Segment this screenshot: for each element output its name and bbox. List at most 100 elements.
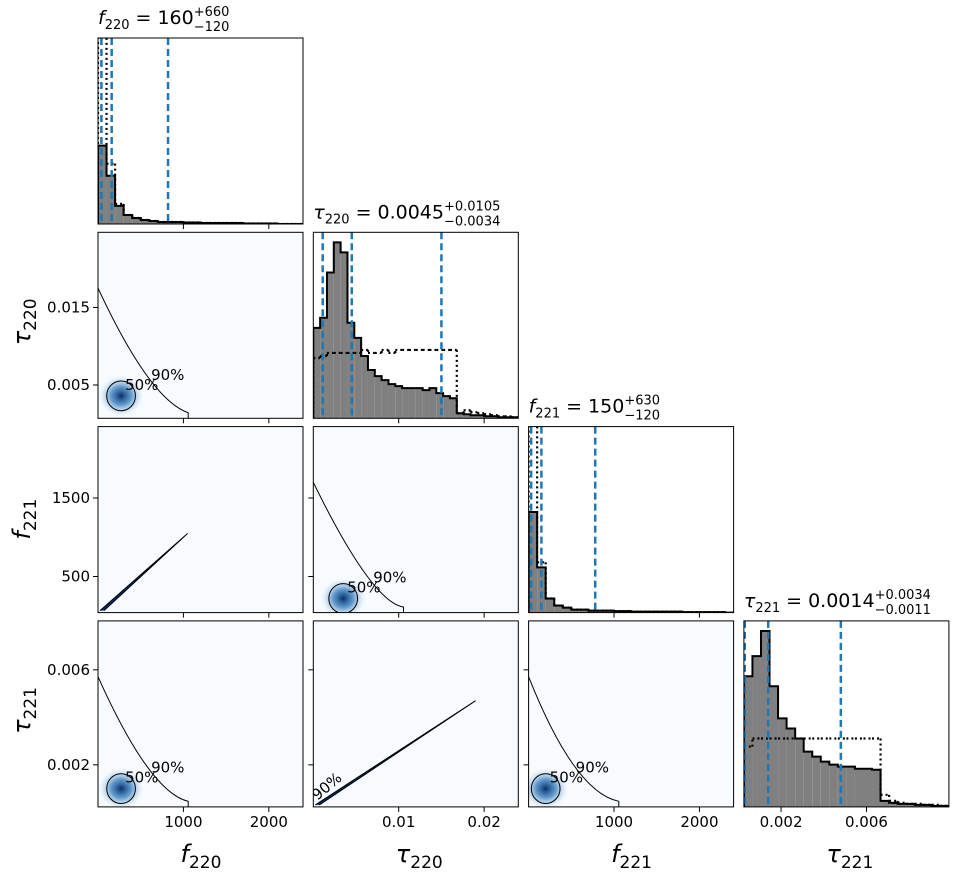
hist-bar	[402, 388, 409, 419]
title-subscript: 221	[755, 601, 780, 616]
hist-bar	[571, 609, 580, 613]
x-tick-label: 0.01	[382, 813, 415, 831]
density-mode	[528, 768, 569, 807]
title-plus: +0.0105	[444, 199, 500, 214]
title-symbol: f	[529, 396, 539, 418]
hist-bar	[374, 376, 382, 419]
contour-label: 90%	[576, 759, 609, 777]
hist-bar	[897, 803, 907, 807]
hist-bar	[313, 327, 321, 419]
axis-symbol: τ	[396, 840, 411, 868]
hist-bar	[829, 764, 838, 807]
hist-bar	[760, 630, 770, 807]
title-minus: −0.0011	[875, 603, 931, 618]
axis-subscript: 220	[410, 853, 442, 873]
contour-50	[106, 773, 136, 804]
hist-bar	[537, 567, 546, 613]
contour-label: 50%	[347, 578, 380, 596]
panel-frame	[312, 620, 519, 808]
hist-bar	[906, 803, 915, 807]
density-panel: 50%90%	[98, 232, 303, 419]
contour-label: 90%	[151, 759, 184, 777]
axis-symbol: τ	[826, 840, 841, 868]
hist-bar	[115, 205, 124, 224]
x-tick-label: 1000	[595, 813, 633, 831]
density-panel: 50%90%	[313, 426, 519, 613]
hist-outline	[528, 511, 734, 613]
hist-outline	[98, 144, 303, 224]
panel-frame	[743, 620, 950, 808]
hist-bar	[484, 416, 491, 419]
prior-outline	[98, 38, 279, 224]
hist-bar	[415, 388, 423, 419]
y-axis-label: f221	[8, 499, 41, 540]
density-panel: 50%90%	[528, 620, 734, 807]
hist-bar	[889, 802, 898, 807]
title-subscript: 221	[535, 407, 560, 422]
hist-bar	[157, 221, 167, 224]
title-minus: −120	[194, 20, 230, 35]
title-symbol: τ	[313, 201, 325, 223]
y-tick-label: 1500	[52, 489, 90, 507]
contour-label: 90%	[373, 568, 406, 586]
correlation-line	[99, 532, 189, 611]
axis-subscript: 221	[21, 687, 41, 719]
title-equals: =	[566, 396, 582, 418]
hist-bar	[106, 175, 116, 224]
panel-frame	[97, 426, 304, 614]
panel-frame	[528, 426, 735, 614]
title-equals: =	[786, 590, 802, 612]
contour-50	[106, 380, 136, 412]
hist-bar	[463, 414, 471, 419]
title-minus: −120	[624, 409, 660, 424]
x-axis-label: f220	[181, 840, 222, 873]
contour-label: 90%	[151, 366, 184, 384]
hist-outline	[313, 241, 519, 419]
axis-subscript: 220	[189, 853, 221, 873]
hist-bar	[880, 800, 890, 807]
hist-bar	[596, 610, 606, 613]
title-subscript: 220	[105, 18, 130, 33]
contour-label: 50%	[550, 769, 583, 787]
title-symbol: f	[98, 7, 108, 29]
title-plus: +0.0034	[875, 588, 931, 603]
panel-title: τ220 = 0.0045+0.0105 −0.0034	[313, 199, 500, 229]
hist-bar	[605, 610, 615, 613]
density-mode	[98, 375, 144, 417]
contour-90	[528, 676, 620, 807]
hist-bar	[778, 718, 787, 807]
title-median: 0.0014	[808, 590, 874, 612]
panel-frame	[97, 620, 304, 808]
axis-subscript: 221	[841, 853, 873, 873]
hist-bar	[361, 355, 368, 419]
hist-bar	[863, 768, 873, 807]
prior-outline	[743, 738, 942, 807]
hist-bar	[456, 413, 464, 419]
density-panel: 50%90%	[98, 620, 303, 807]
hist-bar	[554, 605, 563, 613]
hist-bar	[354, 337, 362, 419]
x-tick-label: 0.02	[467, 813, 500, 831]
title-plus: +630	[624, 394, 660, 409]
hist-bar	[846, 766, 855, 807]
hist-bar	[449, 398, 457, 419]
x-tick-label: 0.006	[845, 813, 888, 831]
title-plus: +660	[194, 5, 230, 20]
density-mode	[320, 578, 366, 613]
axis-subscript: 220	[21, 298, 41, 330]
hist-bar	[443, 396, 450, 419]
y-tick-label: 0.005	[47, 376, 90, 394]
hist-bar	[436, 393, 444, 419]
hist-bar	[174, 221, 184, 224]
hist-bar	[422, 390, 430, 419]
x-axis-label: τ220	[396, 840, 443, 873]
axis-subscript: 221	[620, 853, 652, 873]
hist-bar	[388, 384, 396, 419]
hist-bar	[528, 512, 538, 613]
title-median: 150	[588, 396, 624, 418]
hist-bar	[743, 676, 753, 807]
y-tick-label: 0.006	[47, 661, 90, 679]
title-equals: =	[356, 201, 372, 223]
hist-bar	[923, 804, 932, 807]
